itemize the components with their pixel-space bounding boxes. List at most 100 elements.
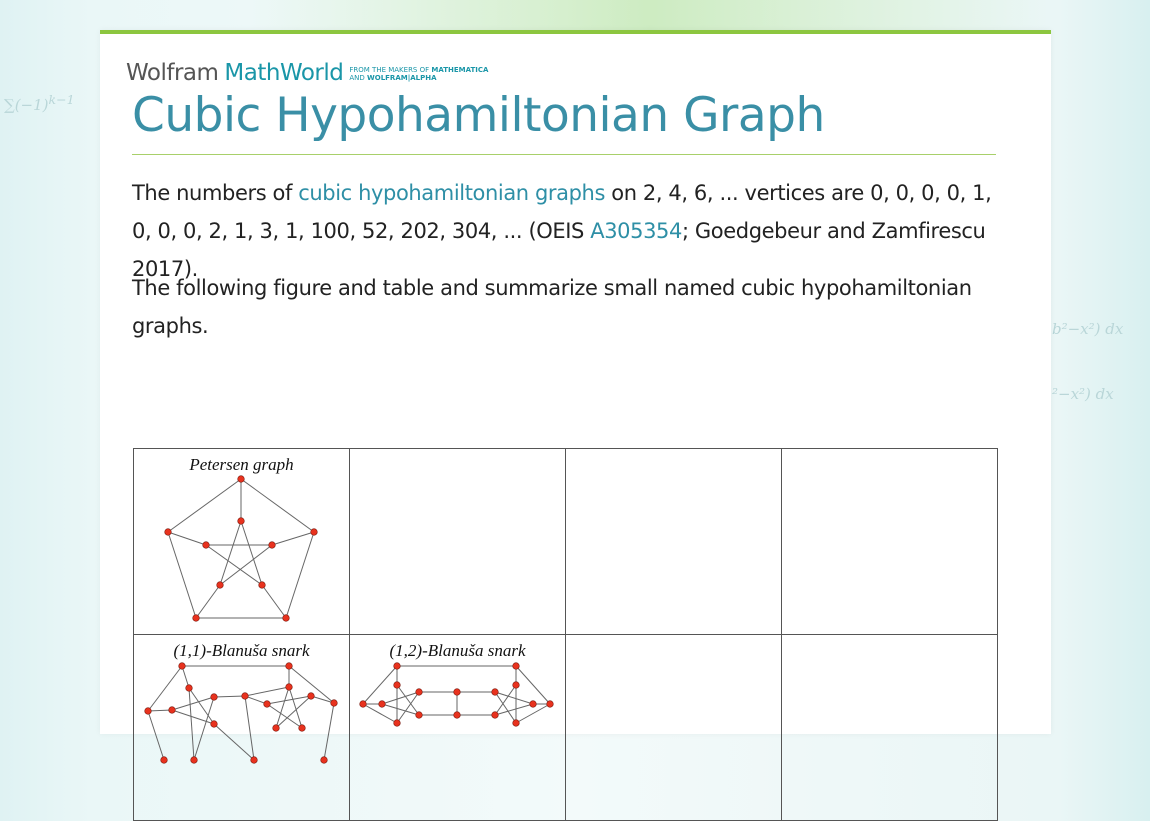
graph-vertex: [453, 688, 461, 696]
graph-vertex: [415, 711, 423, 719]
graph-edge: [275, 695, 312, 729]
graph-vertex: [393, 681, 401, 689]
figure-cell: [781, 448, 998, 635]
graph-vertex: [258, 581, 266, 589]
graph-edge: [240, 520, 263, 586]
graph-edge: [244, 686, 290, 697]
graph-vertex: [512, 662, 520, 670]
logo-mathworld: MathWorld: [224, 60, 344, 86]
graph-vertex: [320, 756, 328, 764]
graph-vertex: [216, 581, 224, 589]
graph-edge: [167, 478, 242, 533]
graph-vertex: [393, 719, 401, 727]
graph-edge: [494, 703, 534, 716]
graph-edge: [494, 691, 534, 705]
graph-edge: [205, 544, 263, 586]
graph-vertex: [359, 700, 367, 708]
graph-edge: [181, 665, 190, 689]
graph-figure-table: Petersen graph (1,1)-Blanuša snark (1,2)…: [133, 448, 998, 821]
graph-vertex: [282, 614, 290, 622]
graph-vertex: [512, 681, 520, 689]
title-divider: [132, 154, 996, 155]
graph-vertex: [272, 724, 280, 732]
graph-edge: [147, 665, 183, 712]
blanusa-11-graph-drawing: [144, 662, 338, 764]
link-oeis-a305354[interactable]: A305354: [590, 219, 682, 243]
graph-vertex: [263, 700, 271, 708]
graph-edge: [288, 686, 303, 729]
graph-vertex: [237, 475, 245, 483]
logo-wolfram: Wolfram: [126, 60, 219, 86]
graph-edge: [195, 584, 221, 619]
graph-edge: [261, 584, 287, 619]
graph-edge: [494, 691, 517, 724]
graph-edge: [147, 710, 165, 761]
graph-edge: [147, 709, 173, 712]
link-cubic-hypohamiltonian-graphs[interactable]: cubic hypohamiltonian graphs: [298, 181, 605, 205]
graph-vertex: [144, 707, 152, 715]
graph-edge: [266, 695, 312, 705]
graph-edge: [244, 695, 255, 761]
graph-vertex: [310, 528, 318, 536]
figure-caption: (1,2)-Blanuša snark: [389, 641, 526, 660]
graph-vertex: [241, 692, 249, 700]
graph-vertex: [393, 662, 401, 670]
graph-vertex: [330, 699, 338, 707]
graph-vertex: [168, 706, 176, 714]
graph-vertex: [164, 528, 172, 536]
graph-vertex: [453, 711, 461, 719]
mathworld-logo[interactable]: Wolfram MathWorld FROM THE MAKERS OF MAT…: [126, 60, 488, 86]
graph-edge: [167, 531, 197, 619]
graph-edge: [515, 665, 551, 705]
graph-edge: [213, 723, 255, 761]
figure-cell: [349, 448, 566, 635]
graph-vertex: [307, 692, 315, 700]
header-glow: [250, 0, 1050, 32]
graph-edge: [285, 531, 315, 619]
graph-edge: [396, 684, 420, 716]
graph-vertex: [202, 541, 210, 549]
graph-edge: [275, 686, 290, 729]
graph-vertex: [491, 711, 499, 719]
graph-edge: [362, 703, 398, 724]
graph-vertex: [210, 693, 218, 701]
graph-vertex: [512, 719, 520, 727]
logo-tagline: FROM THE MAKERS OF MATHEMATICA AND WOLFR…: [349, 66, 489, 82]
graph-edge: [219, 520, 242, 586]
graph-vertex: [237, 517, 245, 525]
graph-vertex: [192, 614, 200, 622]
graph-vertex: [415, 688, 423, 696]
graph-vertex: [298, 724, 306, 732]
graph-vertex: [491, 688, 499, 696]
graph-edge: [167, 531, 207, 546]
graph-vertex: [190, 756, 198, 764]
graph-edge: [323, 702, 335, 761]
background-formula: ∑(−1)k−1: [4, 92, 75, 114]
graph-vertex: [529, 700, 537, 708]
graph-vertex: [285, 662, 293, 670]
figure-cell: (1,1)-Blanuša snark: [133, 634, 350, 821]
page-title: Cubic Hypohamiltonian Graph: [132, 88, 825, 143]
graph-edge: [288, 665, 335, 704]
graph-edge: [171, 709, 215, 725]
article-card: Wolfram MathWorld FROM THE MAKERS OF MAT…: [100, 30, 1051, 821]
figure-cell: [565, 448, 782, 635]
background-formula: b²−x²) dx: [1052, 320, 1124, 338]
graph-vertex: [178, 662, 186, 670]
graph-edge: [193, 696, 215, 761]
petersen-graph-drawing: [164, 475, 318, 622]
figure-cell: Petersen graph: [133, 448, 350, 635]
blanusa-12-graph-drawing: [359, 662, 554, 727]
graph-edge: [188, 687, 195, 761]
graph-vertex: [268, 541, 276, 549]
graph-vertex: [546, 700, 554, 708]
graph-edge: [266, 703, 303, 729]
background-formula: ²−x²) dx: [1052, 385, 1114, 403]
graph-edge: [271, 531, 315, 546]
graph-edge: [362, 665, 398, 705]
graph-edge: [188, 687, 215, 725]
figure-cell: [565, 634, 782, 821]
intro-paragraph: The numbers of cubic hypohamiltonian gra…: [132, 181, 992, 281]
figure-caption: (1,1)-Blanuša snark: [173, 641, 310, 660]
graph-edge: [396, 691, 420, 724]
